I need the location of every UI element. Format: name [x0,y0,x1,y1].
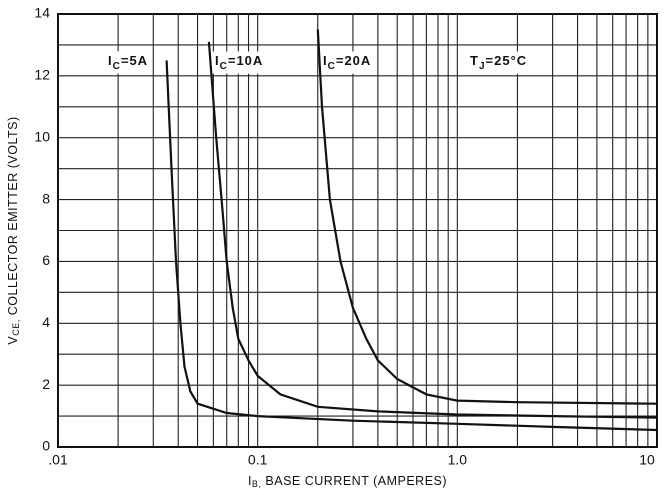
annotation-main: I [323,53,328,68]
y-label-sub: CE, [11,319,21,336]
annotation-sub: C [328,61,336,72]
y-tick-label: 8 [42,190,50,206]
annotation: TJ=25°C [466,51,532,74]
x-axis-label: IB, BASE CURRENT (AMPERES) [248,474,447,489]
y-label-main: V [6,336,20,345]
x-tick-label: 10 [639,452,655,468]
annotation: IC=10A [211,51,268,74]
annotation-text: =20A [336,53,371,68]
x-tick-label: 0.1 [248,452,268,468]
y-tick-label: 10 [34,128,50,144]
y-label-text: COLLECTOR EMITTER (VOLTS) [6,116,20,319]
y-tick-label: 12 [34,67,50,83]
annotation-label: IC=20A [323,53,371,71]
y-tick-label: 4 [42,314,50,330]
curve [207,41,658,419]
annotation: IC=5A [104,51,153,74]
x-tick-label: 1.0 [448,452,468,468]
annotation-sub: J [479,61,486,72]
x-label-sub: B, [252,479,262,489]
y-tick-label: 14 [34,5,50,21]
annotation-text: =25°C [486,53,528,68]
x-label-text: BASE CURRENT (AMPERES) [261,474,447,488]
annotation-label: IC=10A [215,53,263,71]
annotation-box [319,51,376,74]
x-label-main: I [248,474,252,488]
annotation-text: =10A [228,53,263,68]
annotation-main: I [108,53,113,68]
annotation-label: TJ=25°C [470,53,527,71]
annotation-box [211,51,268,74]
annotation-sub: C [220,61,228,72]
y-tick-label: 6 [42,252,50,268]
y-tick-label: 2 [42,376,50,392]
annotation-main: T [470,53,479,68]
curve [316,29,658,405]
annotation-box [104,51,153,74]
y-axis-label: VCE, COLLECTOR EMITTER (VOLTS) [6,116,21,344]
plot-frame [57,13,658,448]
y-tick-label: 0 [42,438,50,454]
annotation: IC=20A [319,51,376,74]
annotation-label: IC=5A [108,53,148,71]
annotation-text: =5A [121,53,148,68]
annotation-box [466,51,532,74]
curve [165,60,658,432]
annotation-main: I [215,53,220,68]
annotation-sub: C [113,61,121,72]
x-tick-label: .01 [48,452,68,468]
